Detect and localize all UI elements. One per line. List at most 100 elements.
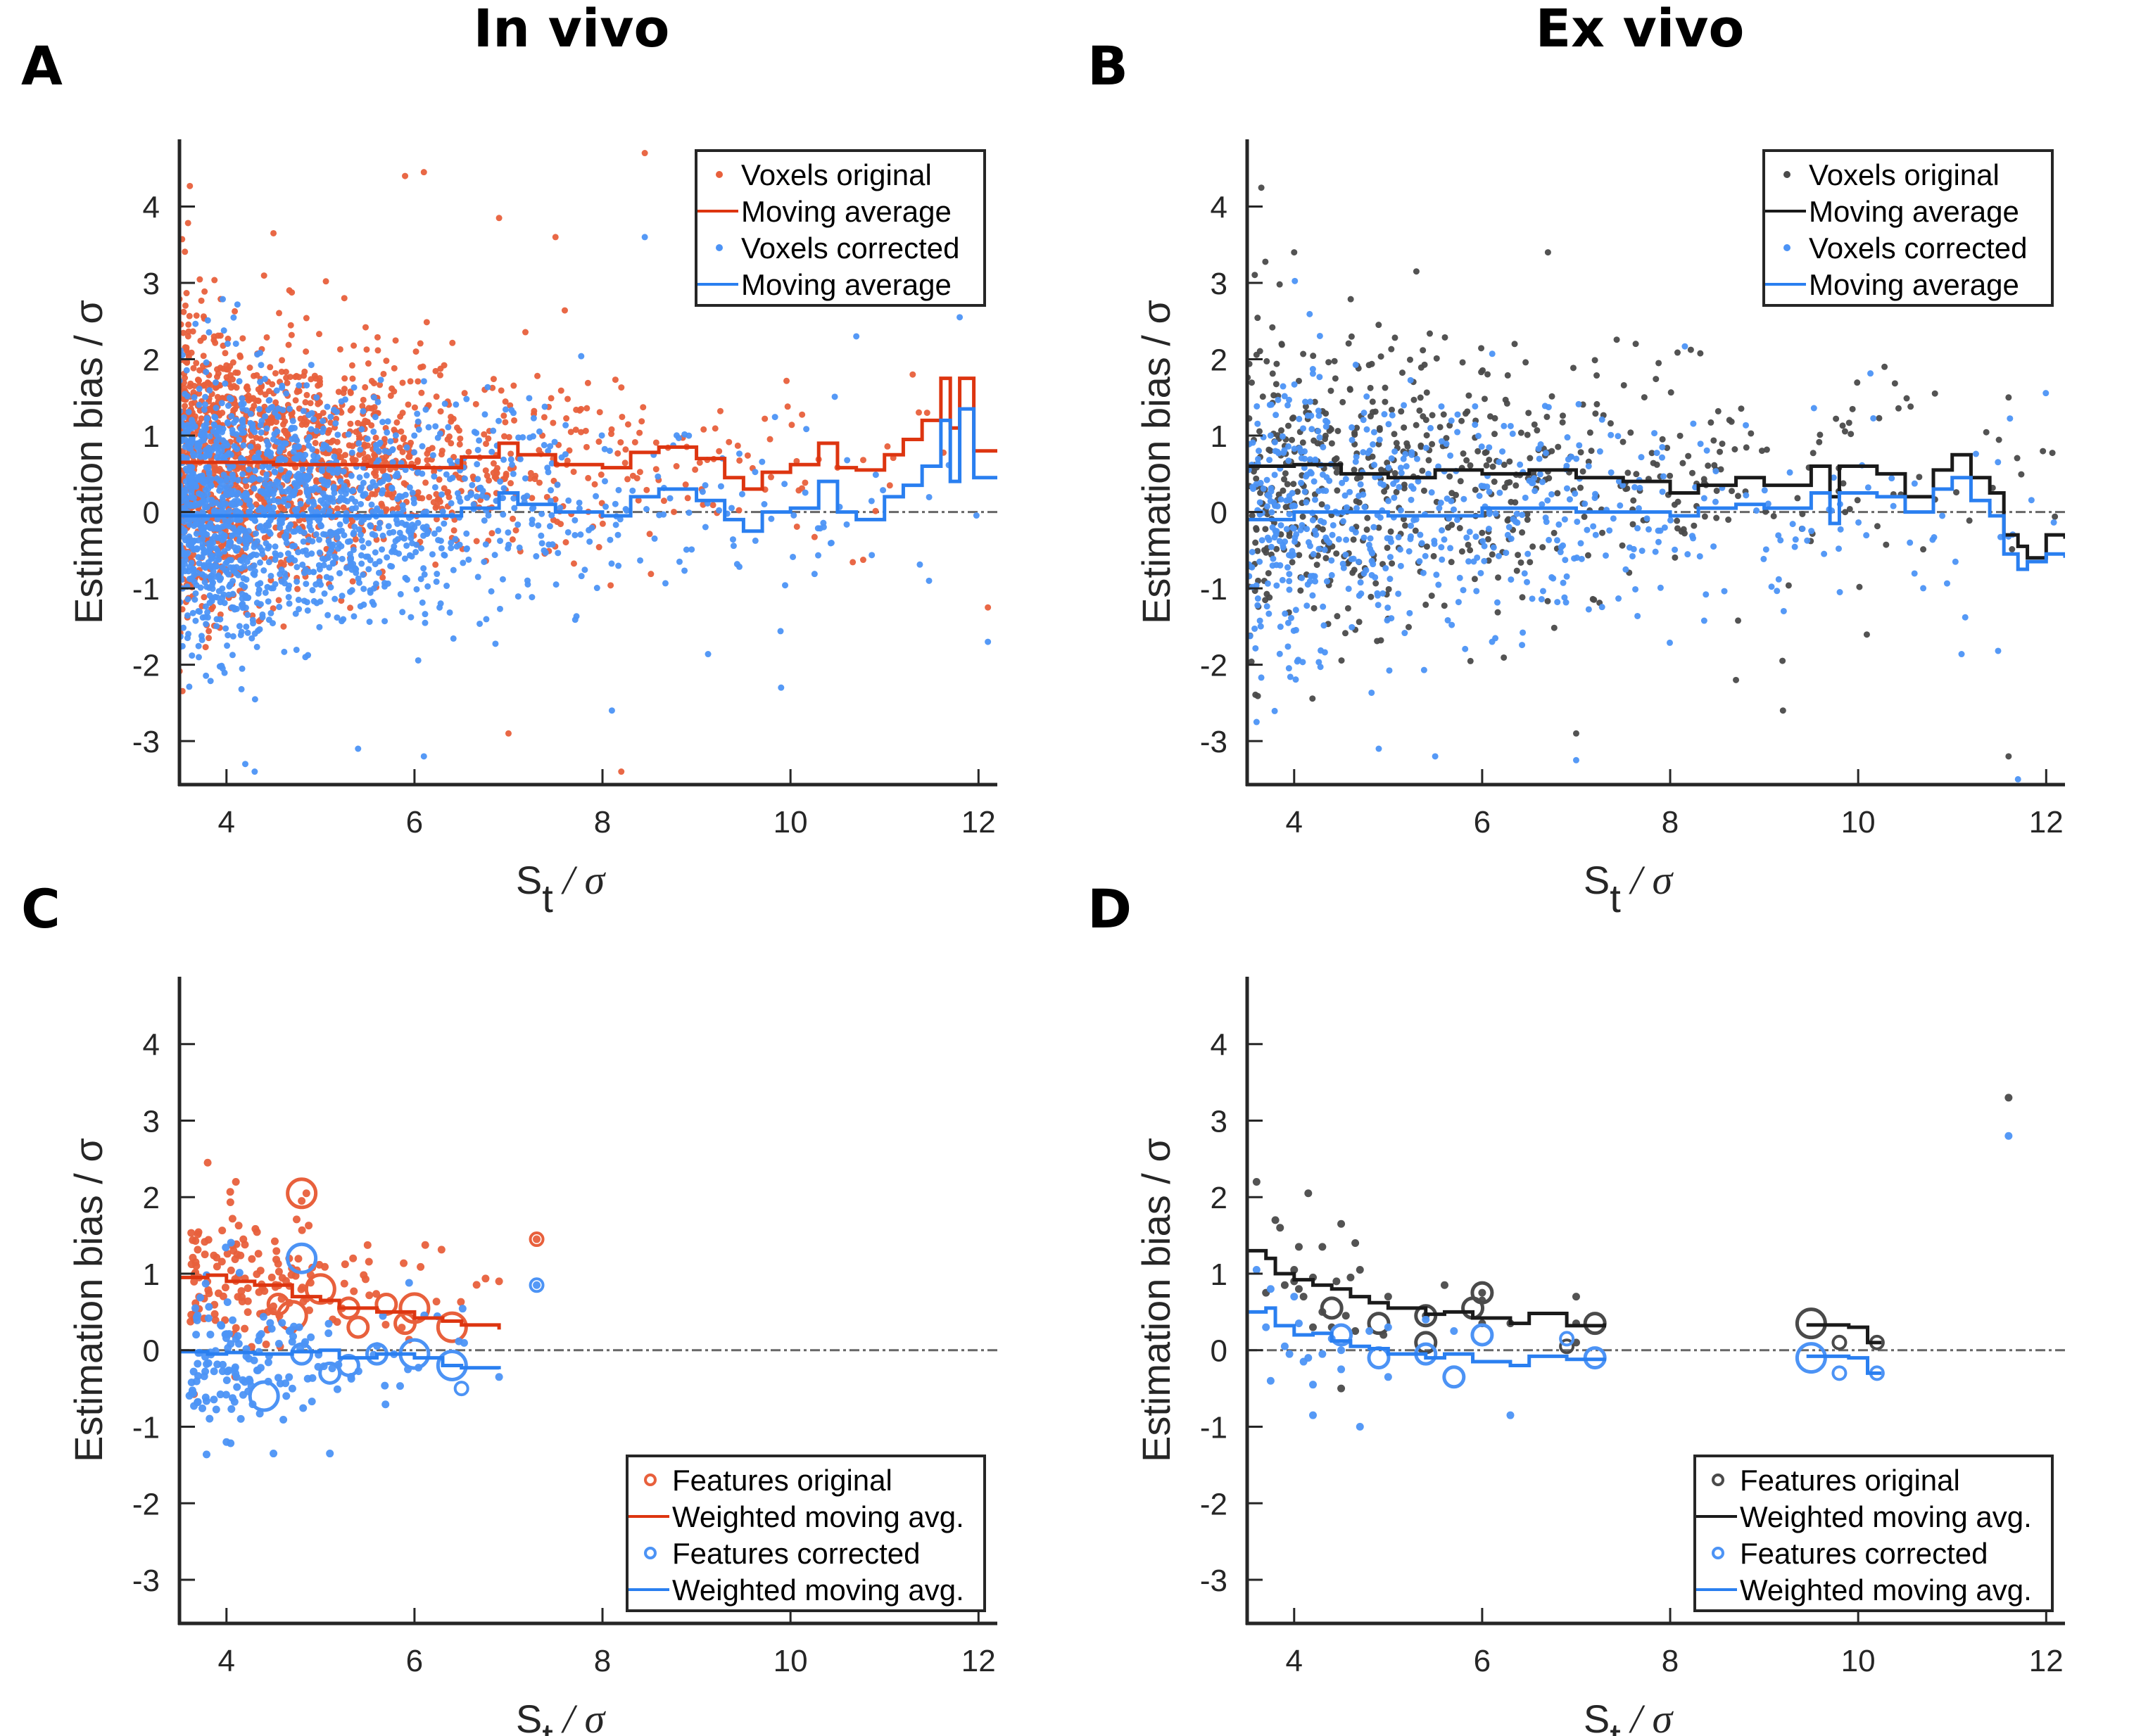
data-point xyxy=(1399,369,1406,376)
data-point xyxy=(203,369,210,376)
data-point xyxy=(1291,277,1299,284)
data-point xyxy=(1506,458,1513,465)
data-point xyxy=(374,398,381,405)
data-point xyxy=(457,1298,465,1306)
data-point xyxy=(1288,614,1295,621)
data-point xyxy=(455,427,462,434)
data-point xyxy=(202,393,209,400)
data-point xyxy=(1631,483,1638,490)
data-point xyxy=(1297,526,1304,533)
data-point xyxy=(784,403,791,410)
data-point xyxy=(803,426,810,433)
data-point xyxy=(465,556,472,563)
data-point xyxy=(206,1330,215,1338)
data-point xyxy=(1331,357,1338,365)
data-point xyxy=(1920,546,1927,553)
data-point xyxy=(1303,602,1311,609)
moving-average-line xyxy=(179,1273,501,1330)
y-tick-label: 1 xyxy=(143,419,160,454)
data-point xyxy=(281,648,288,655)
data-point xyxy=(505,529,512,536)
data-point xyxy=(223,1250,232,1258)
data-point xyxy=(184,596,191,603)
data-point xyxy=(403,576,410,583)
data-point xyxy=(1460,450,1467,457)
data-point xyxy=(264,583,271,590)
data-point xyxy=(530,505,537,512)
data-point xyxy=(215,428,222,435)
data-point xyxy=(1808,528,1815,535)
data-point xyxy=(265,545,272,552)
data-point xyxy=(1271,534,1278,541)
data-point xyxy=(536,428,543,435)
data-point xyxy=(257,436,264,443)
data-point xyxy=(1870,414,1877,422)
data-point xyxy=(1290,525,1297,532)
data-point xyxy=(1599,529,1606,536)
data-point xyxy=(237,425,244,432)
data-point xyxy=(608,560,615,567)
data-point xyxy=(235,1269,244,1277)
data-point xyxy=(1883,541,1890,548)
data-point xyxy=(1290,502,1297,509)
data-point xyxy=(226,1188,234,1196)
data-point xyxy=(880,487,887,494)
data-point xyxy=(1780,607,1787,614)
data-point xyxy=(1531,421,1538,428)
data-point xyxy=(232,1177,240,1186)
y-axis-label: Estimation bias / σ xyxy=(66,1138,110,1462)
data-point xyxy=(220,500,227,507)
data-point xyxy=(1318,517,1325,524)
data-point xyxy=(1486,488,1493,495)
data-point xyxy=(484,384,491,391)
data-point xyxy=(1545,404,1552,411)
data-point xyxy=(1303,473,1310,480)
data-point xyxy=(367,557,374,564)
data-point xyxy=(434,496,441,503)
data-point xyxy=(1309,370,1316,377)
data-point xyxy=(635,497,642,504)
data-point xyxy=(831,393,838,400)
data-point xyxy=(340,504,347,511)
data-point xyxy=(441,400,448,407)
data-point xyxy=(1467,657,1474,664)
data-point xyxy=(286,582,293,589)
data-point xyxy=(441,552,448,559)
data-point xyxy=(190,452,197,460)
data-point xyxy=(1667,472,1674,479)
legend-box xyxy=(1762,149,2054,307)
data-point xyxy=(1816,438,1823,445)
data-point xyxy=(571,517,579,524)
data-point xyxy=(400,434,408,441)
data-point xyxy=(281,533,288,540)
data-point xyxy=(1365,454,1372,461)
data-point xyxy=(359,403,366,410)
data-point xyxy=(422,479,429,486)
data-point xyxy=(251,696,258,703)
data-point xyxy=(232,1373,241,1381)
data-point xyxy=(1332,1277,1341,1286)
data-point xyxy=(1304,581,1311,588)
data-point xyxy=(210,421,217,428)
data-point xyxy=(1253,525,1260,532)
data-point xyxy=(422,406,429,413)
data-point xyxy=(205,1303,213,1311)
data-point xyxy=(202,644,209,651)
data-point xyxy=(469,473,476,480)
data-point xyxy=(641,150,648,157)
data-point xyxy=(1799,510,1806,517)
data-point xyxy=(415,457,422,464)
data-point xyxy=(1418,540,1425,547)
data-point xyxy=(341,375,348,382)
data-point xyxy=(300,538,307,545)
data-point xyxy=(243,576,250,583)
data-point xyxy=(1439,527,1446,534)
data-point xyxy=(1534,427,1541,434)
data-point xyxy=(973,512,980,519)
data-point xyxy=(410,500,417,507)
data-point xyxy=(1322,555,1330,562)
data-point xyxy=(1363,426,1370,433)
data-point xyxy=(216,663,223,670)
data-point xyxy=(781,481,788,488)
data-point xyxy=(324,612,331,619)
